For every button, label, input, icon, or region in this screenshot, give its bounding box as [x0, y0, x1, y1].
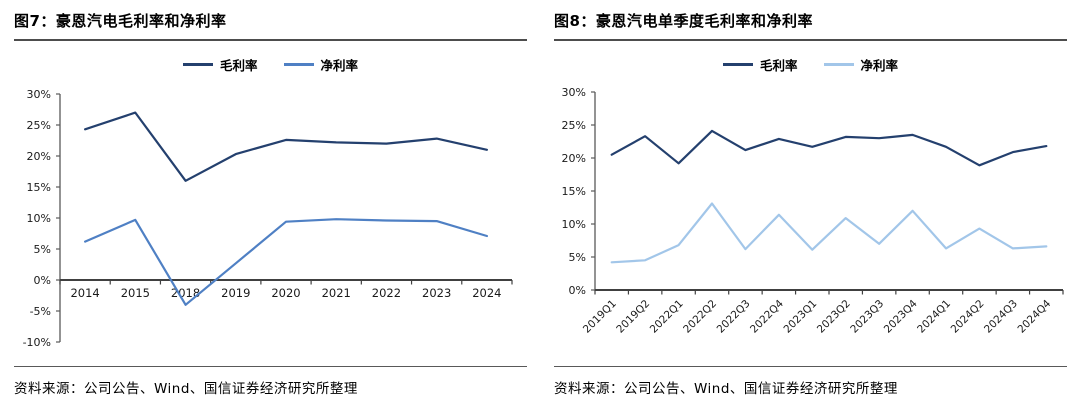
gross-margin-line-swatch	[182, 62, 213, 66]
x-tick-label: 2024Q1	[915, 298, 953, 336]
x-tick-label: 2019Q2	[614, 298, 652, 336]
y-tick-label: 25%	[562, 119, 586, 132]
y-tick-label: 20%	[27, 150, 51, 163]
figure8-title: 图8：豪恩汽电单季度毛利率和净利率	[554, 0, 1067, 41]
figure7-source-note: 资料来源：公司公告、Wind、国信证券经济研究所整理	[14, 366, 527, 397]
x-tick-label: 2018	[171, 286, 200, 300]
x-tick-label: 2014	[70, 286, 99, 300]
source-note-text: 资料来源：公司公告、Wind、国信证券经济研究所整理	[554, 381, 898, 397]
net-margin-line	[83, 218, 488, 306]
figure8-line-chart: 30%25%20%15%10%5%0%2019Q12019Q22022Q1202…	[562, 86, 1064, 336]
x-tick-label: 2023	[422, 286, 451, 300]
gross-margin-line	[610, 129, 1048, 167]
legend-item-net-margin: 净利率	[823, 55, 899, 74]
y-tick-label: -5%	[30, 305, 51, 318]
x-tick-label: 2019	[221, 286, 250, 300]
legend-label-gross-margin: 毛利率	[219, 57, 258, 73]
source-note-text: 资料来源：公司公告、Wind、国信证券经济研究所整理	[14, 381, 358, 397]
x-tick-label: 2022Q3	[715, 298, 753, 336]
figure7-panel: 图7：豪恩汽电毛利率和净利率 毛利率 净利率 30% 25% 20% 15% 10% 5%…	[14, 0, 527, 397]
y-tick-label: 10%	[27, 212, 51, 225]
x-tick-label: 2023Q2	[815, 298, 853, 336]
figure7-legend: 毛利率 净利率	[14, 55, 527, 73]
y-tick-label: 20%	[562, 152, 586, 165]
net-margin-line-swatch	[823, 62, 854, 66]
x-tick-label: 2024	[472, 286, 501, 300]
y-tick-label: 30%	[27, 88, 51, 101]
x-tick-label: 2024Q3	[982, 298, 1020, 336]
figure7-title: 图7：豪恩汽电毛利率和净利率	[14, 0, 527, 41]
figure8-source-note: 资料来源：公司公告、Wind、国信证券经济研究所整理	[554, 366, 1067, 397]
x-tick-label: 2020	[271, 286, 300, 300]
legend-item-gross-margin: 毛利率	[182, 55, 258, 74]
y-tick-label: 0%	[34, 274, 51, 287]
y-tick-label: 5%	[569, 251, 586, 264]
x-tick-label: 2024Q4	[1015, 297, 1053, 335]
figure8-legend: 毛利率 净利率	[554, 55, 1067, 73]
x-tick-label: 2022Q1	[648, 298, 686, 336]
x-tick-label: 2022Q2	[681, 298, 719, 336]
x-tick-label: 2022Q4	[748, 297, 786, 335]
figure8-panel: 图8：豪恩汽电单季度毛利率和净利率 毛利率 净利率 30% 25% 20% 15% 10…	[540, 0, 1080, 413]
x-tick-label: 2024Q2	[949, 298, 987, 336]
x-tick-label: 2023Q1	[781, 298, 819, 336]
legend-item-gross-margin: 毛利率	[722, 55, 798, 74]
x-tick-label: 2015	[121, 286, 150, 300]
legend-label-net-margin: 净利率	[320, 57, 359, 73]
net-margin-line	[610, 202, 1048, 264]
x-tick-label: 2023Q4	[882, 297, 920, 335]
y-tick-label: 15%	[562, 185, 586, 198]
legend-label-gross-margin: 毛利率	[759, 57, 798, 73]
y-tick-label: 0%	[569, 284, 586, 297]
y-tick-label: 30%	[562, 86, 586, 99]
legend-item-net-margin: 净利率	[283, 55, 359, 74]
y-tick-label: 25%	[27, 119, 51, 132]
y-tick-label: 5%	[34, 243, 51, 256]
gross-margin-line-swatch	[722, 62, 753, 66]
y-tick-label: -10%	[23, 336, 51, 347]
x-tick-label: 2022	[372, 286, 401, 300]
y-tick-label: 10%	[562, 218, 586, 231]
gross-margin-line	[83, 111, 488, 182]
figure7-line-chart: 30% 25% 20% 15% 10% 5% 0% -5% -10% 2014 2015 2018 20…	[23, 88, 513, 347]
y-tick-label: 15%	[27, 181, 51, 194]
x-tick-label: 2021	[322, 286, 351, 300]
net-margin-line-swatch	[283, 62, 314, 66]
x-tick-label: 2023Q3	[848, 298, 886, 336]
legend-label-net-margin: 净利率	[860, 57, 899, 73]
x-tick-label: 2019Q1	[581, 298, 619, 336]
